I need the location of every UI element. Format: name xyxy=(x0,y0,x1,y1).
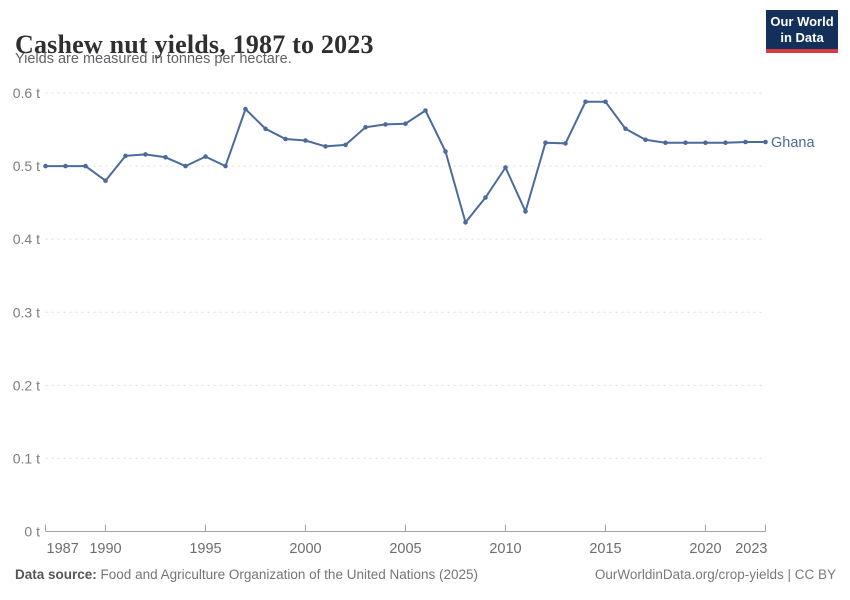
data-point[interactable] xyxy=(623,126,628,132)
data-point[interactable] xyxy=(143,152,148,157)
x-axis-tick-label: 1987 xyxy=(47,541,79,557)
credit-link[interactable]: OurWorldinData.org/crop-yields | CC BY xyxy=(594,567,836,582)
data-point[interactable] xyxy=(703,140,708,145)
data-point[interactable] xyxy=(263,126,268,132)
data-point[interactable] xyxy=(763,139,768,145)
data-point[interactable] xyxy=(463,220,468,225)
x-axis-tick-label: 2020 xyxy=(689,541,721,557)
data-point[interactable] xyxy=(283,136,288,142)
data-point[interactable] xyxy=(563,141,568,146)
data-source-label: Data source: xyxy=(15,567,97,582)
page-title: Cashew nut yields, 1987 to 2023 xyxy=(15,30,374,60)
data-point[interactable] xyxy=(543,140,548,145)
data-point[interactable] xyxy=(383,122,388,127)
data-point[interactable] xyxy=(583,99,588,105)
y-axis-tick-label: 0.5 t xyxy=(13,158,40,174)
data-point[interactable] xyxy=(483,195,488,200)
y-axis-tick-label: 0 t xyxy=(24,524,40,540)
chart-footer: Data source: Food and Agriculture Organi… xyxy=(15,567,836,582)
owid-logo-line1: Our World xyxy=(770,14,834,29)
data-point[interactable] xyxy=(183,163,188,169)
x-axis-tick-label: 2005 xyxy=(389,541,421,557)
x-axis-tick-label: 2015 xyxy=(589,541,621,557)
y-axis-tick-label: 0.6 t xyxy=(13,85,40,101)
data-source: Data source: Food and Agriculture Organi… xyxy=(15,567,478,582)
series-label-ghana[interactable]: Ghana xyxy=(771,135,815,151)
data-point[interactable] xyxy=(323,144,328,149)
data-point[interactable] xyxy=(363,125,368,130)
data-point[interactable] xyxy=(663,140,668,145)
data-point[interactable] xyxy=(243,106,248,112)
data-point[interactable] xyxy=(423,108,428,113)
owid-logo[interactable]: Our World in Data xyxy=(766,10,838,53)
data-point[interactable] xyxy=(223,163,228,169)
data-point[interactable] xyxy=(503,165,508,170)
x-axis-tick-label: 2000 xyxy=(289,541,321,557)
data-point[interactable] xyxy=(683,140,688,145)
data-point[interactable] xyxy=(83,163,88,169)
data-point[interactable] xyxy=(443,149,448,154)
x-axis-tick-label: 1995 xyxy=(189,541,221,557)
chart-line-ghana[interactable] xyxy=(44,100,767,224)
y-axis-tick-label: 0.3 t xyxy=(13,304,40,320)
y-axis-tick-label: 0.2 t xyxy=(13,377,40,393)
data-point[interactable] xyxy=(43,163,48,169)
data-point[interactable] xyxy=(103,178,108,183)
data-point[interactable] xyxy=(643,137,648,143)
x-axis-tick-label: 1990 xyxy=(89,541,121,557)
data-point[interactable] xyxy=(743,139,748,145)
x-axis-tick-label: 2023 xyxy=(735,541,767,557)
data-point[interactable] xyxy=(523,209,528,214)
data-point[interactable] xyxy=(63,163,68,169)
x-axis-tick-label: 2010 xyxy=(489,541,521,557)
y-axis-tick-label: 0.1 t xyxy=(13,450,40,466)
data-source-text: Food and Agriculture Organization of the… xyxy=(100,567,479,582)
data-point[interactable] xyxy=(123,153,128,159)
owid-logo-line2: in Data xyxy=(780,30,824,45)
data-point[interactable] xyxy=(603,99,608,105)
y-axis-tick-label: 0.4 t xyxy=(13,231,40,247)
data-point[interactable] xyxy=(163,155,168,160)
data-point[interactable] xyxy=(403,121,408,126)
data-point[interactable] xyxy=(303,138,308,143)
data-point[interactable] xyxy=(343,142,348,148)
data-point[interactable] xyxy=(723,140,728,145)
data-point[interactable] xyxy=(203,154,208,159)
page-subtitle: Yields are measured in tonnes per hectar… xyxy=(15,51,292,67)
